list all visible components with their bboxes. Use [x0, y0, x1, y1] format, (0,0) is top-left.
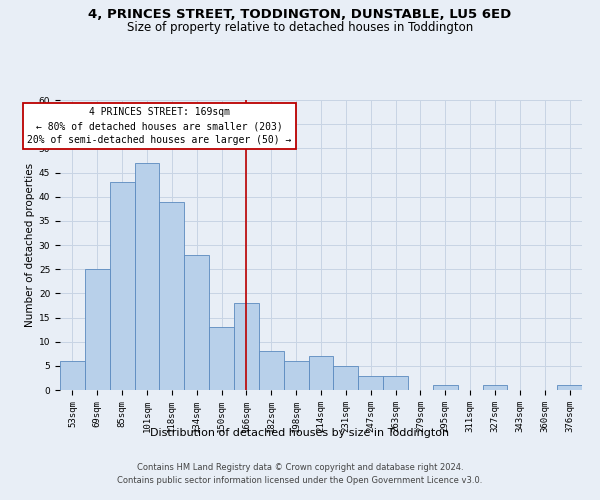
Bar	[110, 182, 134, 390]
Text: Distribution of detached houses by size in Toddington: Distribution of detached houses by size …	[151, 428, 449, 438]
Bar	[160, 202, 184, 390]
Bar	[557, 385, 582, 390]
Bar	[85, 269, 110, 390]
Text: Contains HM Land Registry data © Crown copyright and database right 2024.: Contains HM Land Registry data © Crown c…	[137, 462, 463, 471]
Bar	[60, 361, 85, 390]
Y-axis label: Number of detached properties: Number of detached properties	[25, 163, 35, 327]
Bar	[134, 163, 160, 390]
Bar	[209, 327, 234, 390]
Bar	[284, 361, 308, 390]
Bar	[259, 352, 284, 390]
Bar	[383, 376, 408, 390]
Bar	[482, 385, 508, 390]
Text: Size of property relative to detached houses in Toddington: Size of property relative to detached ho…	[127, 21, 473, 34]
Bar	[234, 303, 259, 390]
Text: 4 PRINCES STREET: 169sqm
← 80% of detached houses are smaller (203)
20% of semi-: 4 PRINCES STREET: 169sqm ← 80% of detach…	[27, 108, 292, 146]
Text: Contains public sector information licensed under the Open Government Licence v3: Contains public sector information licen…	[118, 476, 482, 485]
Bar	[334, 366, 358, 390]
Bar	[358, 376, 383, 390]
Bar	[308, 356, 334, 390]
Text: 4, PRINCES STREET, TODDINGTON, DUNSTABLE, LU5 6ED: 4, PRINCES STREET, TODDINGTON, DUNSTABLE…	[88, 8, 512, 20]
Bar	[184, 254, 209, 390]
Bar	[433, 385, 458, 390]
